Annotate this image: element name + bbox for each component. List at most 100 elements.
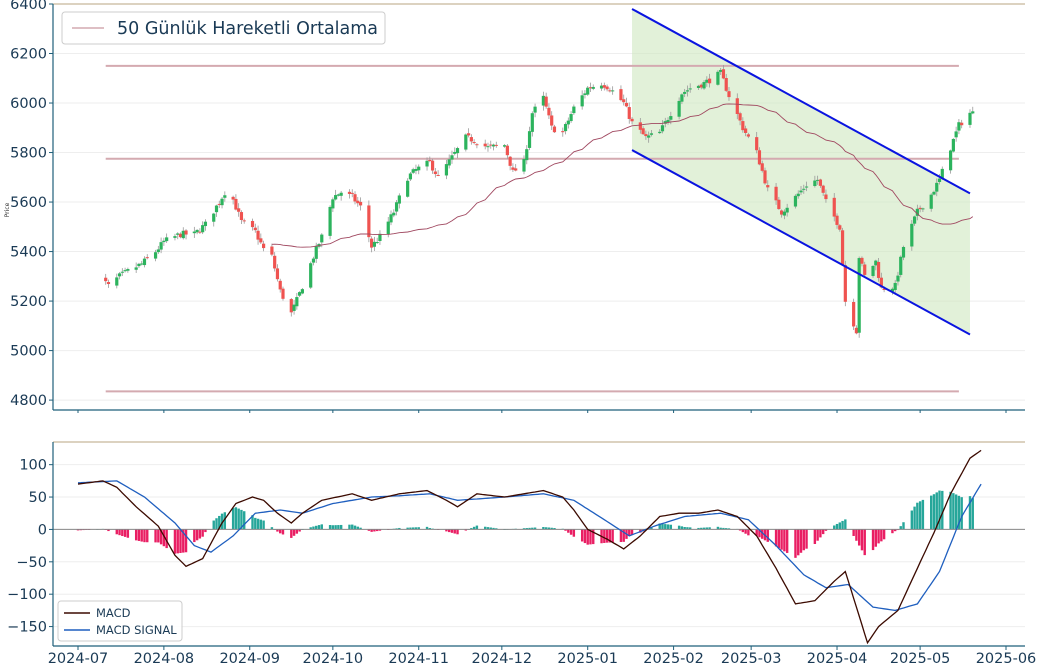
candle-body: [802, 188, 806, 190]
candle-body: [688, 88, 692, 90]
candle-body: [816, 179, 820, 181]
macd-histogram-bar: [589, 529, 592, 545]
candle-body: [331, 199, 335, 209]
macd-histogram-bar: [198, 529, 202, 539]
macd-histogram-bar: [719, 527, 722, 530]
candle-body: [647, 135, 651, 138]
candle-body: [763, 170, 767, 184]
macd-histogram-bar: [448, 529, 451, 533]
macd-histogram-bar: [860, 529, 864, 551]
macd-histogram-bar: [630, 529, 634, 536]
macd-histogram-bar: [270, 527, 274, 530]
macd-histogram-bar: [157, 529, 160, 543]
macd-histogram-bar: [930, 495, 933, 530]
candle-body: [890, 288, 895, 292]
macd-histogram-bar: [495, 528, 498, 530]
candle-body: [115, 277, 119, 286]
macd-histogram-bar: [428, 528, 432, 530]
candle-body: [544, 96, 548, 107]
macd-histogram-bar: [409, 527, 412, 530]
macd-histogram-bar: [586, 529, 589, 545]
candle-body: [658, 131, 662, 134]
candle-body: [123, 270, 127, 272]
xtick-label: 2024-10: [303, 651, 364, 667]
macd-histogram-bar: [799, 529, 803, 553]
macd-histogram-bar: [957, 495, 961, 530]
macd-histogram-bar: [891, 529, 894, 534]
macd-histogram-bar: [677, 525, 681, 530]
macd-histogram-bar: [184, 529, 188, 553]
candle-body: [533, 106, 537, 113]
candle-body: [375, 242, 379, 244]
candle-body: [253, 227, 257, 231]
macd-histogram-bar: [115, 529, 118, 535]
macd-histogram-bar: [159, 529, 163, 545]
candle-body: [918, 207, 922, 210]
candle-body: [666, 119, 670, 123]
macd-histogram-bar: [857, 529, 861, 546]
candle-body: [436, 174, 440, 176]
macd-histogram-bar: [605, 529, 609, 543]
candle-body: [882, 288, 886, 290]
macd-histogram-bar: [492, 527, 495, 530]
macd-histogram-bar: [251, 515, 254, 530]
candle-body: [406, 180, 410, 197]
price-ytick-label: 6200: [10, 47, 47, 63]
candle-body: [270, 246, 274, 255]
candle-body: [367, 205, 371, 238]
candle-body: [561, 131, 565, 133]
macd-histogram-bar: [761, 529, 764, 539]
candle-body: [744, 128, 748, 133]
candle-body: [104, 277, 108, 282]
candle-body: [921, 208, 925, 210]
macd-histogram-bar: [902, 522, 905, 530]
candle-body: [408, 173, 413, 180]
macd-histogram-bar: [375, 529, 379, 532]
price-ytick-label: 5200: [10, 294, 47, 310]
macd-histogram-bar: [838, 522, 841, 530]
candle-body: [311, 258, 316, 263]
macd-histogram-bar: [874, 529, 878, 547]
candle-body: [840, 230, 845, 265]
price-ytick-label: 4800: [10, 393, 47, 409]
macd-histogram-bar: [522, 528, 526, 530]
candle-body: [134, 267, 138, 270]
candle-body: [320, 234, 324, 243]
legend-entry-signal: MACD SIGNAL: [96, 623, 177, 637]
macd-histogram-bar: [852, 529, 855, 536]
macd-histogram-bar: [414, 527, 418, 530]
candle-body: [486, 146, 490, 148]
candle-body: [951, 138, 955, 152]
candle-body: [430, 160, 435, 171]
candle-body: [153, 252, 158, 259]
legend-entry-ma: 50 Günlük Hareketli Ortalama: [117, 19, 378, 39]
macd-histogram-bar: [916, 502, 919, 530]
xtick-label: 2024-09: [219, 651, 280, 667]
candle-body: [372, 241, 377, 247]
candle-body: [162, 240, 166, 243]
candle-body: [159, 242, 163, 250]
candle-body: [256, 230, 260, 240]
candle-body: [696, 85, 701, 88]
candle-body: [591, 86, 595, 89]
macd-legend-box: [57, 600, 183, 642]
candle-body: [874, 260, 878, 266]
price-ytick-label: 6000: [10, 96, 47, 112]
candle-body: [176, 233, 180, 235]
macd-histogram-bar: [824, 529, 828, 531]
candle-body: [569, 114, 573, 122]
macd-histogram-bar: [107, 529, 110, 532]
candle-body: [309, 263, 313, 288]
candle-body: [137, 263, 141, 267]
price-legend-box: [61, 11, 386, 45]
macd-histogram-bar: [727, 528, 731, 530]
macd-histogram-bar: [708, 527, 711, 530]
candle-body: [876, 261, 881, 278]
candle-body: [746, 134, 750, 137]
candle-body: [358, 201, 363, 206]
candle-body: [336, 194, 340, 196]
macd-histogram-bar: [816, 529, 819, 541]
xtick-label: 2024-08: [134, 651, 195, 667]
candle-body: [580, 95, 584, 107]
